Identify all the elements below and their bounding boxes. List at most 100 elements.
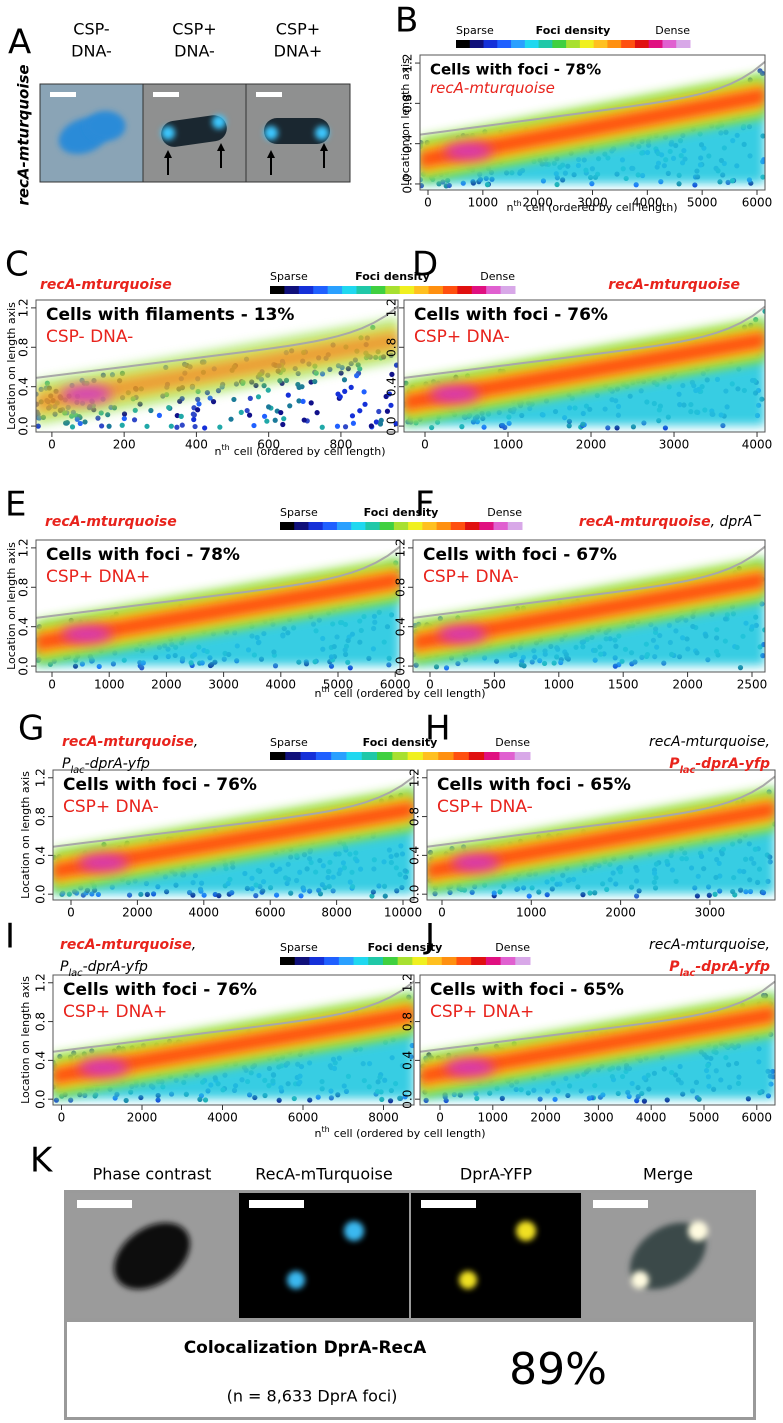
scale-bar <box>256 92 282 97</box>
colorbar-swatch <box>514 752 531 760</box>
density-dot <box>342 388 348 394</box>
density-dot <box>174 412 180 419</box>
x-tick-label: 2000 <box>530 1111 561 1125</box>
density-dot <box>69 424 76 430</box>
x-tick-label: 1000 <box>468 196 499 210</box>
colorbar-swatch <box>428 286 444 294</box>
panel-subtitle-part: recA-mturquoise <box>430 79 555 97</box>
density-dot <box>641 1098 648 1104</box>
y-tick-label: 0.8 <box>401 94 415 113</box>
y-axis-label: Location on length axis <box>5 542 18 670</box>
y-tick-label: 0.0 <box>17 657 31 676</box>
colorbar-swatch <box>524 40 540 48</box>
density-dot <box>296 384 302 390</box>
y-tick-label: 0.8 <box>401 1012 415 1031</box>
colorbar-swatch <box>294 522 309 530</box>
density-dot <box>382 893 388 899</box>
density-cloud <box>420 60 765 189</box>
x-tick-label: 5000 <box>689 1111 720 1125</box>
condition-label: DNA- <box>174 42 215 61</box>
density-dot <box>443 665 450 671</box>
colorbar-swatch <box>485 957 502 965</box>
density-dot <box>247 395 253 401</box>
panel-letter: F <box>415 485 435 525</box>
colorbar-swatch <box>456 957 472 965</box>
colorbar-swatch <box>336 522 352 530</box>
colorbar-swatch <box>280 957 296 965</box>
genotype-label: Plac-dprA-yfp <box>669 756 770 776</box>
y-tick-label: 0.4 <box>17 377 31 396</box>
x-tick-label: 0 <box>426 678 434 692</box>
density-dot <box>614 425 620 431</box>
density-dot <box>99 423 105 429</box>
density-dot <box>166 404 172 411</box>
density-dot <box>217 424 223 430</box>
result-box <box>67 1322 753 1417</box>
density-dot <box>192 423 198 430</box>
x-tick-label: 1000 <box>478 1111 509 1125</box>
genotype-label-part: − <box>753 509 762 522</box>
condition-label: CSP+ <box>276 20 320 39</box>
panel-letter: G <box>18 709 44 749</box>
panel-subtitle: CSP+ DNA- <box>437 797 533 817</box>
panel-title: Cells with foci - 76% <box>63 775 257 795</box>
y-tick-label: 1.2 <box>34 973 48 992</box>
genotype-label-part: lac <box>680 968 696 979</box>
colorbar-swatch <box>468 752 485 760</box>
x-tick-label: 0 <box>48 678 56 692</box>
colorbar-swatch <box>361 752 378 760</box>
density-dot <box>244 407 250 414</box>
x-tick-label: 1000 <box>94 678 125 692</box>
x-axis-label-part: n <box>314 1127 321 1140</box>
density-band <box>427 801 775 880</box>
cell-length-curve <box>404 305 765 379</box>
density-dot <box>121 411 128 417</box>
colorbar-high: Dense <box>487 506 522 519</box>
colorbar-swatch <box>294 957 310 965</box>
x-tick-label: 4000 <box>742 438 773 452</box>
y-tick-label: 0.8 <box>385 338 399 357</box>
colorbar-swatch <box>280 522 295 530</box>
density-dot <box>393 421 398 427</box>
arrow-head <box>164 150 172 158</box>
colorbar-swatch <box>471 286 487 294</box>
x-tick-label: 2000 <box>522 196 553 210</box>
genotype-label-part: dprA <box>720 514 753 530</box>
x-tick-label: 500 <box>483 678 506 692</box>
x-tick-label: 3000 <box>659 438 690 452</box>
cell <box>114 1222 190 1290</box>
x-tick-label: 2000 <box>605 906 636 920</box>
x-axis-label-part: n <box>314 687 321 700</box>
colorbar-high: Dense <box>480 270 515 283</box>
condition-label: DNA+ <box>274 42 323 61</box>
density-dot <box>420 183 425 189</box>
colorbar-swatch <box>456 40 471 48</box>
colorbar-swatch <box>298 286 314 294</box>
colorbar-swatch <box>511 40 526 48</box>
density-dot <box>216 893 222 899</box>
plot-frame <box>35 299 399 433</box>
density-dot <box>446 182 452 189</box>
x-tick-label: 3000 <box>695 906 726 920</box>
density-dot <box>314 410 320 416</box>
density-dot <box>319 424 325 430</box>
genotype-label-part: recA-mturquoise <box>40 277 172 293</box>
colorbar-swatch <box>346 752 363 760</box>
colorbar-swatch <box>662 40 677 48</box>
density-dot <box>341 377 348 383</box>
density-dot <box>63 420 70 426</box>
x-tick-label: 4000 <box>266 678 297 692</box>
panel-letter: B <box>395 1 418 41</box>
y-tick-label: 0.8 <box>17 578 31 597</box>
density-peak <box>444 142 493 161</box>
x-tick-label: 6000 <box>380 678 411 692</box>
x-tick-label: 2000 <box>122 906 153 920</box>
x-tick-label: 0 <box>421 438 429 452</box>
colorbar-swatch <box>457 286 473 294</box>
focus <box>459 1271 477 1289</box>
colorbar-swatch <box>356 286 372 294</box>
y-tick-label: 0.4 <box>17 617 31 636</box>
y-tick-label: 1.2 <box>401 54 415 73</box>
colorbar-swatch <box>593 40 608 48</box>
